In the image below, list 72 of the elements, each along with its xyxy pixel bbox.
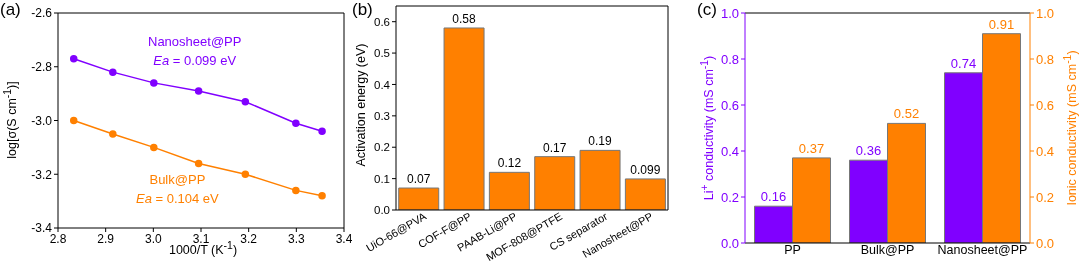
point (150, 79, 158, 87)
point (241, 97, 250, 106)
point (318, 127, 326, 135)
y-tick-label: 0.5 (374, 47, 390, 60)
series-label: Bulk@PP (149, 172, 206, 187)
bar (398, 187, 440, 210)
data-label: 0.37 (798, 140, 825, 156)
y2-tick-label: 0.4 (1036, 143, 1055, 159)
chart-title: (b) (352, 0, 373, 19)
data-label: 0.17 (543, 140, 567, 155)
bar (579, 149, 621, 210)
y-tick-label: -2.8 (31, 60, 53, 75)
y-tick-label: 0.6 (374, 15, 390, 28)
data-label: 0.16 (760, 189, 787, 205)
data-label: 0.74 (950, 55, 977, 71)
data-label: 0.52 (893, 106, 920, 122)
y-tick-label: 0.2 (720, 189, 739, 205)
x-tick-label: 3.4 (335, 231, 353, 246)
data-label: 0.099 (630, 162, 661, 177)
annotation: Ea = 0.099 eV (152, 52, 238, 70)
y-tick-label: 0.0 (374, 204, 390, 217)
x-tick-label: 3.3 (287, 231, 305, 246)
y2-tick-label: 0.8 (1036, 51, 1055, 67)
y2-tick-label: 0.0 (1036, 235, 1055, 251)
y-axis-title: Activation energy (eV) (354, 43, 368, 167)
y-tick-label: 0.4 (374, 78, 391, 91)
x-tick-label: 2.9 (97, 231, 115, 246)
bar (443, 27, 485, 210)
bar (534, 156, 576, 210)
point (241, 170, 250, 178)
y2-tick-label: 0.2 (1036, 189, 1055, 205)
y-tick-label: 0.4 (720, 143, 739, 159)
y-tick-label: 0.2 (374, 141, 390, 154)
point (194, 159, 203, 168)
annotation: Ea = 0.104 eV (136, 190, 219, 208)
y-tick-label: 0.6 (720, 97, 739, 113)
point (292, 186, 300, 195)
point (69, 54, 78, 63)
chart-title: (a) (0, 0, 21, 19)
y2-tick-label: 0.6 (1036, 97, 1055, 113)
x-tick-label: PP (784, 242, 801, 257)
y-tick-label: 1.0 (720, 5, 739, 21)
y-tick-label: 0.1 (374, 172, 390, 185)
point (109, 68, 117, 76)
y-tick-label: 0.8 (720, 51, 739, 67)
point (194, 87, 203, 95)
x-tick-label: 3.2 (240, 231, 258, 246)
x-tick-label: Nanosheet@PP (937, 242, 1028, 257)
point (292, 119, 300, 127)
point (318, 192, 326, 200)
x-tick-label: 3.0 (144, 231, 162, 246)
text: Nanosheet@PP (148, 34, 242, 49)
point (150, 143, 158, 152)
point (109, 130, 117, 138)
y-tick-label: 0.0 (720, 235, 739, 251)
data-label: 0.19 (588, 134, 613, 149)
point (69, 116, 78, 125)
x-tick-label: Bulk@PP (860, 242, 915, 257)
bar (624, 178, 666, 210)
data-label: 0.91 (988, 16, 1015, 32)
x-tick-label: 2.8 (49, 231, 67, 246)
data-label: 0.36 (855, 143, 882, 159)
data-label: 0.12 (497, 156, 522, 171)
bar (488, 171, 530, 210)
data-label: 0.07 (407, 172, 431, 187)
data-label: 0.58 (452, 11, 477, 26)
y2-tick-label: 1.0 (1036, 5, 1055, 21)
y-tick-label: -3.0 (31, 113, 53, 128)
y-tick-label: 0.3 (374, 109, 390, 122)
y-tick-label: -3.2 (31, 167, 53, 182)
chart-title: (c) (697, 0, 717, 19)
y-tick-label: -2.6 (31, 6, 53, 21)
